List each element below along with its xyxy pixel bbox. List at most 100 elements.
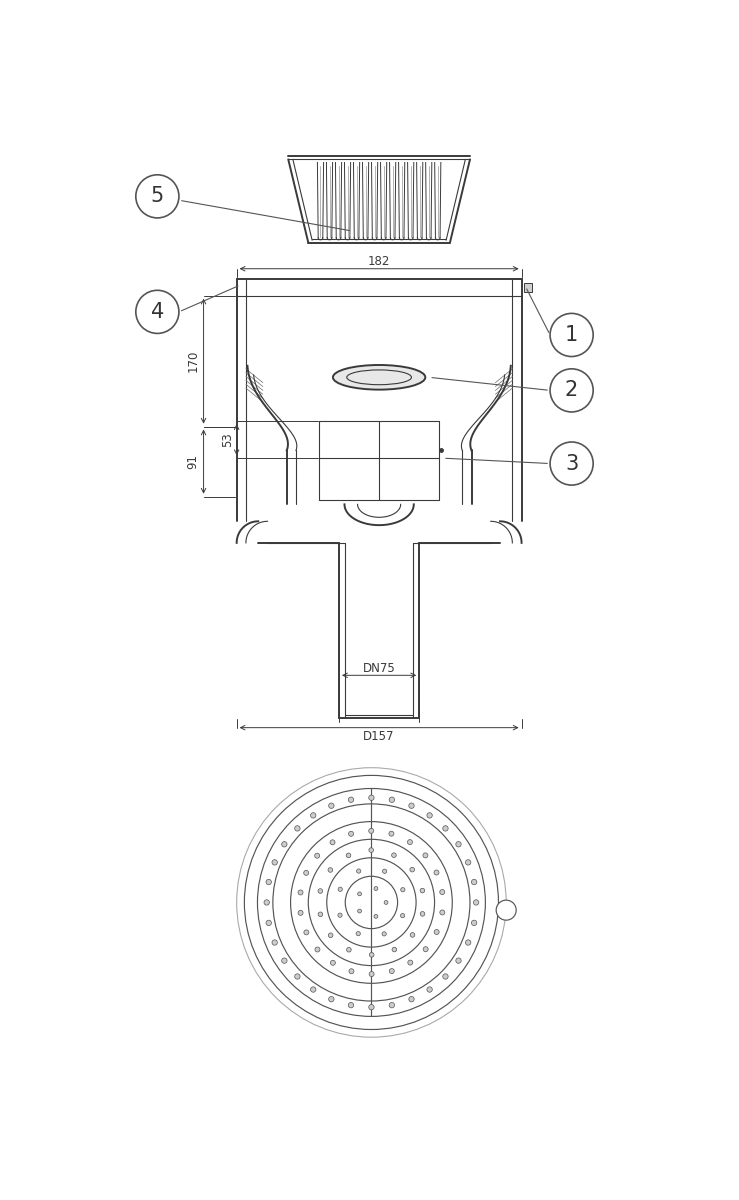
Ellipse shape (310, 812, 316, 818)
Ellipse shape (266, 920, 271, 925)
Bar (524, 282, 531, 292)
Ellipse shape (330, 960, 336, 965)
Text: 2: 2 (565, 380, 578, 401)
Ellipse shape (304, 930, 309, 935)
Ellipse shape (420, 912, 425, 916)
Ellipse shape (407, 840, 412, 845)
Circle shape (136, 290, 179, 334)
Ellipse shape (392, 947, 397, 952)
Ellipse shape (466, 859, 471, 865)
Text: 182: 182 (368, 256, 390, 269)
Ellipse shape (328, 932, 333, 937)
Text: 3: 3 (565, 454, 578, 474)
Ellipse shape (427, 986, 432, 992)
Ellipse shape (356, 931, 361, 936)
Ellipse shape (389, 832, 394, 836)
Ellipse shape (349, 968, 354, 973)
Ellipse shape (409, 803, 414, 809)
Ellipse shape (295, 974, 300, 979)
Ellipse shape (401, 888, 405, 892)
Ellipse shape (389, 968, 395, 973)
Ellipse shape (295, 826, 300, 832)
Ellipse shape (456, 958, 461, 964)
Ellipse shape (456, 841, 461, 847)
Ellipse shape (357, 869, 361, 874)
Ellipse shape (466, 940, 471, 946)
Ellipse shape (382, 931, 386, 936)
Circle shape (550, 368, 593, 412)
Ellipse shape (401, 913, 405, 918)
Ellipse shape (423, 947, 428, 952)
Ellipse shape (383, 869, 386, 874)
Ellipse shape (358, 910, 361, 913)
Ellipse shape (369, 972, 374, 977)
Ellipse shape (338, 913, 342, 917)
Ellipse shape (333, 365, 426, 390)
Ellipse shape (427, 812, 432, 818)
Ellipse shape (338, 887, 342, 892)
Ellipse shape (349, 832, 353, 836)
Ellipse shape (329, 996, 334, 1002)
Ellipse shape (318, 889, 323, 893)
Ellipse shape (346, 853, 351, 858)
Ellipse shape (389, 1002, 395, 1008)
Ellipse shape (272, 859, 277, 865)
Circle shape (550, 313, 593, 356)
Ellipse shape (474, 900, 479, 905)
Ellipse shape (272, 940, 277, 946)
Ellipse shape (434, 870, 439, 875)
Ellipse shape (410, 868, 415, 872)
Text: D157: D157 (364, 731, 395, 743)
Circle shape (496, 900, 516, 920)
Circle shape (136, 175, 179, 218)
Ellipse shape (408, 960, 413, 965)
Ellipse shape (318, 912, 323, 917)
Ellipse shape (310, 986, 316, 992)
Ellipse shape (348, 797, 354, 803)
Ellipse shape (443, 974, 448, 979)
Ellipse shape (328, 868, 333, 872)
Ellipse shape (392, 853, 396, 858)
Ellipse shape (298, 911, 303, 916)
Ellipse shape (329, 803, 334, 809)
Ellipse shape (264, 900, 270, 905)
Ellipse shape (369, 796, 374, 800)
Text: 4: 4 (151, 302, 164, 322)
Ellipse shape (384, 900, 388, 905)
Circle shape (550, 442, 593, 485)
Ellipse shape (374, 887, 378, 890)
Ellipse shape (389, 797, 395, 803)
Ellipse shape (420, 888, 425, 893)
Ellipse shape (370, 953, 374, 958)
Text: DN75: DN75 (363, 662, 395, 674)
Ellipse shape (315, 947, 320, 952)
Ellipse shape (443, 826, 448, 832)
Text: 91: 91 (186, 454, 200, 469)
Ellipse shape (282, 958, 287, 964)
Ellipse shape (423, 853, 428, 858)
Ellipse shape (410, 932, 415, 937)
Ellipse shape (348, 1002, 354, 1008)
Ellipse shape (471, 880, 477, 884)
Ellipse shape (304, 870, 309, 875)
Ellipse shape (347, 948, 351, 952)
Ellipse shape (330, 840, 335, 845)
Ellipse shape (298, 890, 303, 895)
Ellipse shape (282, 841, 287, 847)
Ellipse shape (369, 1004, 374, 1010)
Ellipse shape (374, 914, 378, 918)
Ellipse shape (266, 880, 271, 884)
Text: 1: 1 (565, 325, 578, 344)
Ellipse shape (358, 892, 361, 895)
Ellipse shape (369, 847, 373, 852)
Ellipse shape (369, 828, 374, 833)
Ellipse shape (434, 930, 439, 935)
Ellipse shape (409, 996, 414, 1002)
Ellipse shape (471, 920, 477, 925)
Ellipse shape (440, 889, 445, 894)
Ellipse shape (315, 853, 320, 858)
Text: 170: 170 (186, 350, 200, 372)
Text: 5: 5 (151, 186, 164, 206)
Ellipse shape (440, 910, 445, 914)
Text: 53: 53 (221, 432, 234, 448)
